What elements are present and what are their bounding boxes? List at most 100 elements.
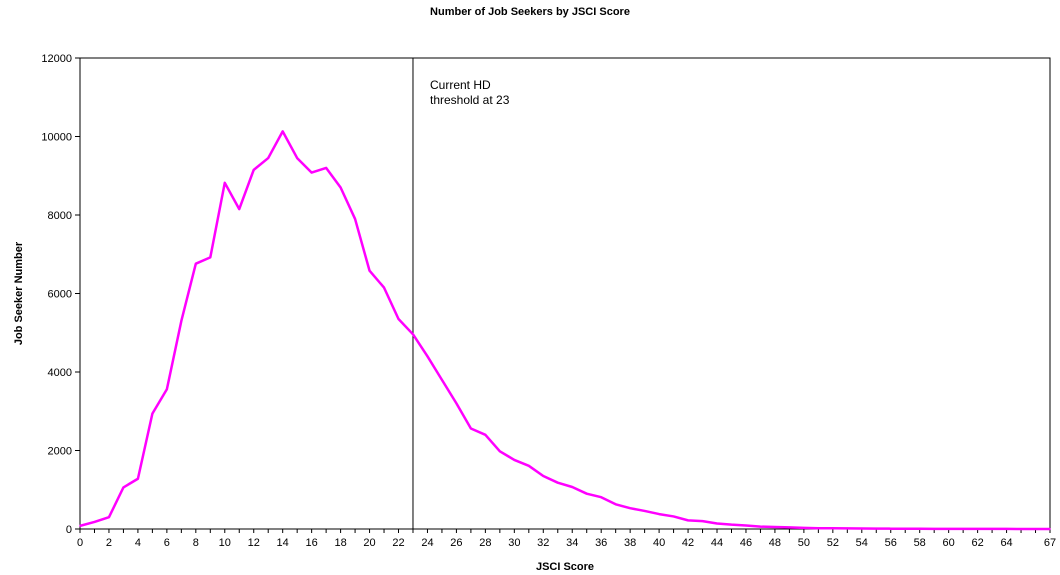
x-tick-label: 42 <box>682 537 694 549</box>
data-point <box>296 157 298 159</box>
x-tick-label: 2 <box>106 537 112 549</box>
data-point <box>687 519 689 522</box>
data-point <box>600 496 602 499</box>
x-tick-label: 36 <box>595 537 607 549</box>
x-tick-label: 30 <box>508 537 520 549</box>
data-point <box>585 492 588 495</box>
y-tick-label: 6000 <box>48 289 72 301</box>
threshold-annotation-line-2: threshold at 23 <box>430 93 510 107</box>
y-tick-label: 4000 <box>48 367 72 379</box>
data-point <box>528 465 530 467</box>
data-point <box>629 507 631 509</box>
data-point <box>846 527 849 530</box>
x-tick-label: 4 <box>135 537 141 549</box>
y-tick-label: 10000 <box>41 132 72 144</box>
data-point <box>441 379 443 381</box>
x-tick-label: 58 <box>914 537 926 549</box>
data-point <box>195 262 197 265</box>
data-points <box>79 130 1051 530</box>
data-point <box>542 475 545 477</box>
x-tick-label: 20 <box>363 537 375 549</box>
x-tick-label: 60 <box>943 537 955 549</box>
data-point <box>93 521 96 523</box>
data-point <box>470 427 472 430</box>
data-point <box>79 525 81 527</box>
x-tick-label: 6 <box>164 537 170 549</box>
data-point <box>209 256 212 259</box>
y-axis-ticks: 0 2000 4000 6000 8000 10000 12000 <box>41 53 80 536</box>
threshold-annotation-line-1: Current HD <box>430 78 491 92</box>
data-point <box>267 157 270 159</box>
data-point <box>1020 528 1022 530</box>
x-tick-label: 26 <box>450 537 462 549</box>
x-tick-label: 34 <box>566 537 578 549</box>
x-axis-title: JSCI Score <box>536 561 594 573</box>
data-point <box>947 528 950 530</box>
data-point <box>643 510 646 512</box>
series-line <box>79 130 1050 531</box>
chart-title: Number of Job Seekers by JSCI Score <box>430 6 630 18</box>
x-tick-label: 62 <box>971 537 983 549</box>
data-point <box>368 269 371 272</box>
data-point <box>426 355 429 358</box>
data-point <box>354 218 356 220</box>
data-point <box>397 318 400 320</box>
data-point <box>556 481 559 484</box>
x-tick-label: 16 <box>306 537 318 549</box>
y-tick-label: 8000 <box>48 210 72 222</box>
data-point <box>889 527 892 530</box>
data-point <box>759 525 762 528</box>
data-point <box>484 434 487 436</box>
data-point <box>166 388 168 391</box>
data-point <box>904 527 907 530</box>
data-point <box>976 528 979 530</box>
x-tick-label: 67 <box>1044 537 1056 549</box>
data-point <box>701 520 704 522</box>
data-point <box>788 526 791 529</box>
data-point <box>817 527 820 530</box>
data-point <box>151 412 154 415</box>
plot-area-frame <box>79 57 1051 530</box>
data-point <box>962 528 964 530</box>
x-tick-label: 50 <box>798 537 810 549</box>
y-axis-title: Job Seeker Number <box>13 241 25 345</box>
y-tick-label: 2000 <box>48 446 72 458</box>
data-point <box>339 186 342 189</box>
x-tick-label: 28 <box>479 537 491 549</box>
data-point <box>774 526 776 528</box>
y-tick-label: 12000 <box>41 53 72 65</box>
x-tick-label: 0 <box>77 537 83 549</box>
data-point <box>571 486 574 488</box>
y-tick-label: 0 <box>66 524 72 536</box>
data-point <box>310 171 313 174</box>
data-point <box>730 523 733 526</box>
x-tick-label: 22 <box>392 537 404 549</box>
data-point <box>614 503 617 506</box>
x-tick-label: 54 <box>856 537 868 549</box>
x-tick-label: 38 <box>624 537 636 549</box>
data-point <box>875 527 878 530</box>
data-point <box>672 515 675 518</box>
x-tick-label: 48 <box>769 537 781 549</box>
data-point <box>281 130 284 133</box>
x-tick-label: 18 <box>334 537 346 549</box>
data-point <box>223 182 226 184</box>
x-tick-label: 10 <box>219 537 231 549</box>
data-point <box>933 528 935 530</box>
data-point <box>137 477 139 480</box>
x-tick-label: 46 <box>740 537 752 549</box>
data-point <box>412 333 414 336</box>
data-point <box>1034 528 1037 530</box>
x-tick-label: 52 <box>827 537 839 549</box>
data-point <box>499 450 501 453</box>
data-point <box>991 528 993 530</box>
data-point <box>122 486 125 489</box>
x-tick-label: 24 <box>421 537 433 549</box>
data-point <box>180 320 183 322</box>
data-point <box>1049 528 1051 530</box>
data-point <box>716 522 718 525</box>
data-point <box>918 528 921 530</box>
data-point <box>745 524 747 527</box>
data-point <box>513 459 516 461</box>
